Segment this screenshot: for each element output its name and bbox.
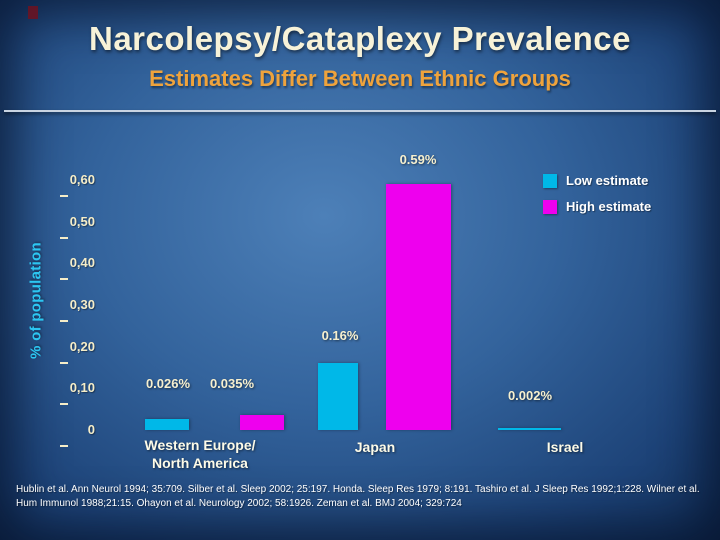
slide-title: Narcolepsy/Cataplexy Prevalence [89, 20, 631, 57]
legend: Low estimate High estimate [543, 173, 651, 225]
y-tick-mark [60, 444, 68, 447]
y-tick-mark [60, 277, 68, 280]
y-axis-label: % of population [27, 242, 45, 359]
y-tick-mark [60, 361, 68, 364]
y-tick: 0,20 [55, 339, 95, 364]
legend-label-low: Low estimate [566, 173, 649, 188]
y-tick: 0 [55, 422, 95, 447]
y-tick-label: 0,20 [69, 339, 95, 354]
y-tick-label: 0,60 [69, 172, 95, 187]
data-label-western-high: 0.035% [209, 376, 255, 391]
bar-japan-high [386, 184, 451, 430]
category-label-western-europe: Western Europe/ North America [100, 436, 300, 472]
y-tick: 0,60 [55, 172, 95, 197]
bar-western-high [240, 415, 284, 430]
bar-japan-low [318, 363, 358, 430]
category-label-israel: Israel [505, 438, 625, 456]
data-label-japan-high: 0.59% [399, 152, 437, 167]
y-tick-label: 0,40 [69, 255, 95, 270]
category-line: Japan [354, 439, 396, 455]
legend-item-high: High estimate [543, 199, 651, 214]
category-label-japan: Japan [315, 438, 435, 456]
y-tick-mark [60, 402, 68, 405]
plot-area [115, 180, 695, 430]
y-tick-label: 0,50 [69, 214, 95, 229]
y-tick-label: 0,30 [69, 297, 95, 312]
y-tick-mark [60, 194, 68, 197]
references-footer: Hublin et al. Ann Neurol 1994; 35:709. S… [16, 484, 700, 509]
category-line: Western Europe/ [144, 437, 256, 453]
y-tick-mark [60, 236, 68, 239]
bar-western-low [145, 419, 189, 430]
y-tick-mark [60, 319, 68, 322]
legend-swatch-high-icon [543, 199, 557, 214]
y-tick: 0,10 [55, 380, 95, 405]
legend-label-high: High estimate [566, 199, 652, 214]
y-tick: 0,50 [55, 214, 95, 239]
data-label-western-low: 0.026% [145, 376, 191, 391]
title-divider-line [4, 110, 716, 112]
data-label-israel-low: 0.002% [507, 388, 553, 403]
slide-subtitle: Estimates Differ Between Ethnic Groups [149, 66, 571, 91]
legend-swatch-low-icon [543, 173, 557, 188]
corner-accent-decoration [28, 6, 38, 19]
y-tick: 0,40 [55, 255, 95, 280]
category-line: North America [152, 455, 248, 471]
data-label-japan-low: 0.16% [321, 328, 359, 343]
category-line: Israel [546, 439, 584, 455]
y-tick-label: 0,10 [69, 380, 95, 395]
y-tick: 0,30 [55, 297, 95, 322]
legend-item-low: Low estimate [543, 173, 651, 188]
y-tick-label: 0 [87, 422, 95, 437]
bar-israel-low [498, 428, 561, 430]
